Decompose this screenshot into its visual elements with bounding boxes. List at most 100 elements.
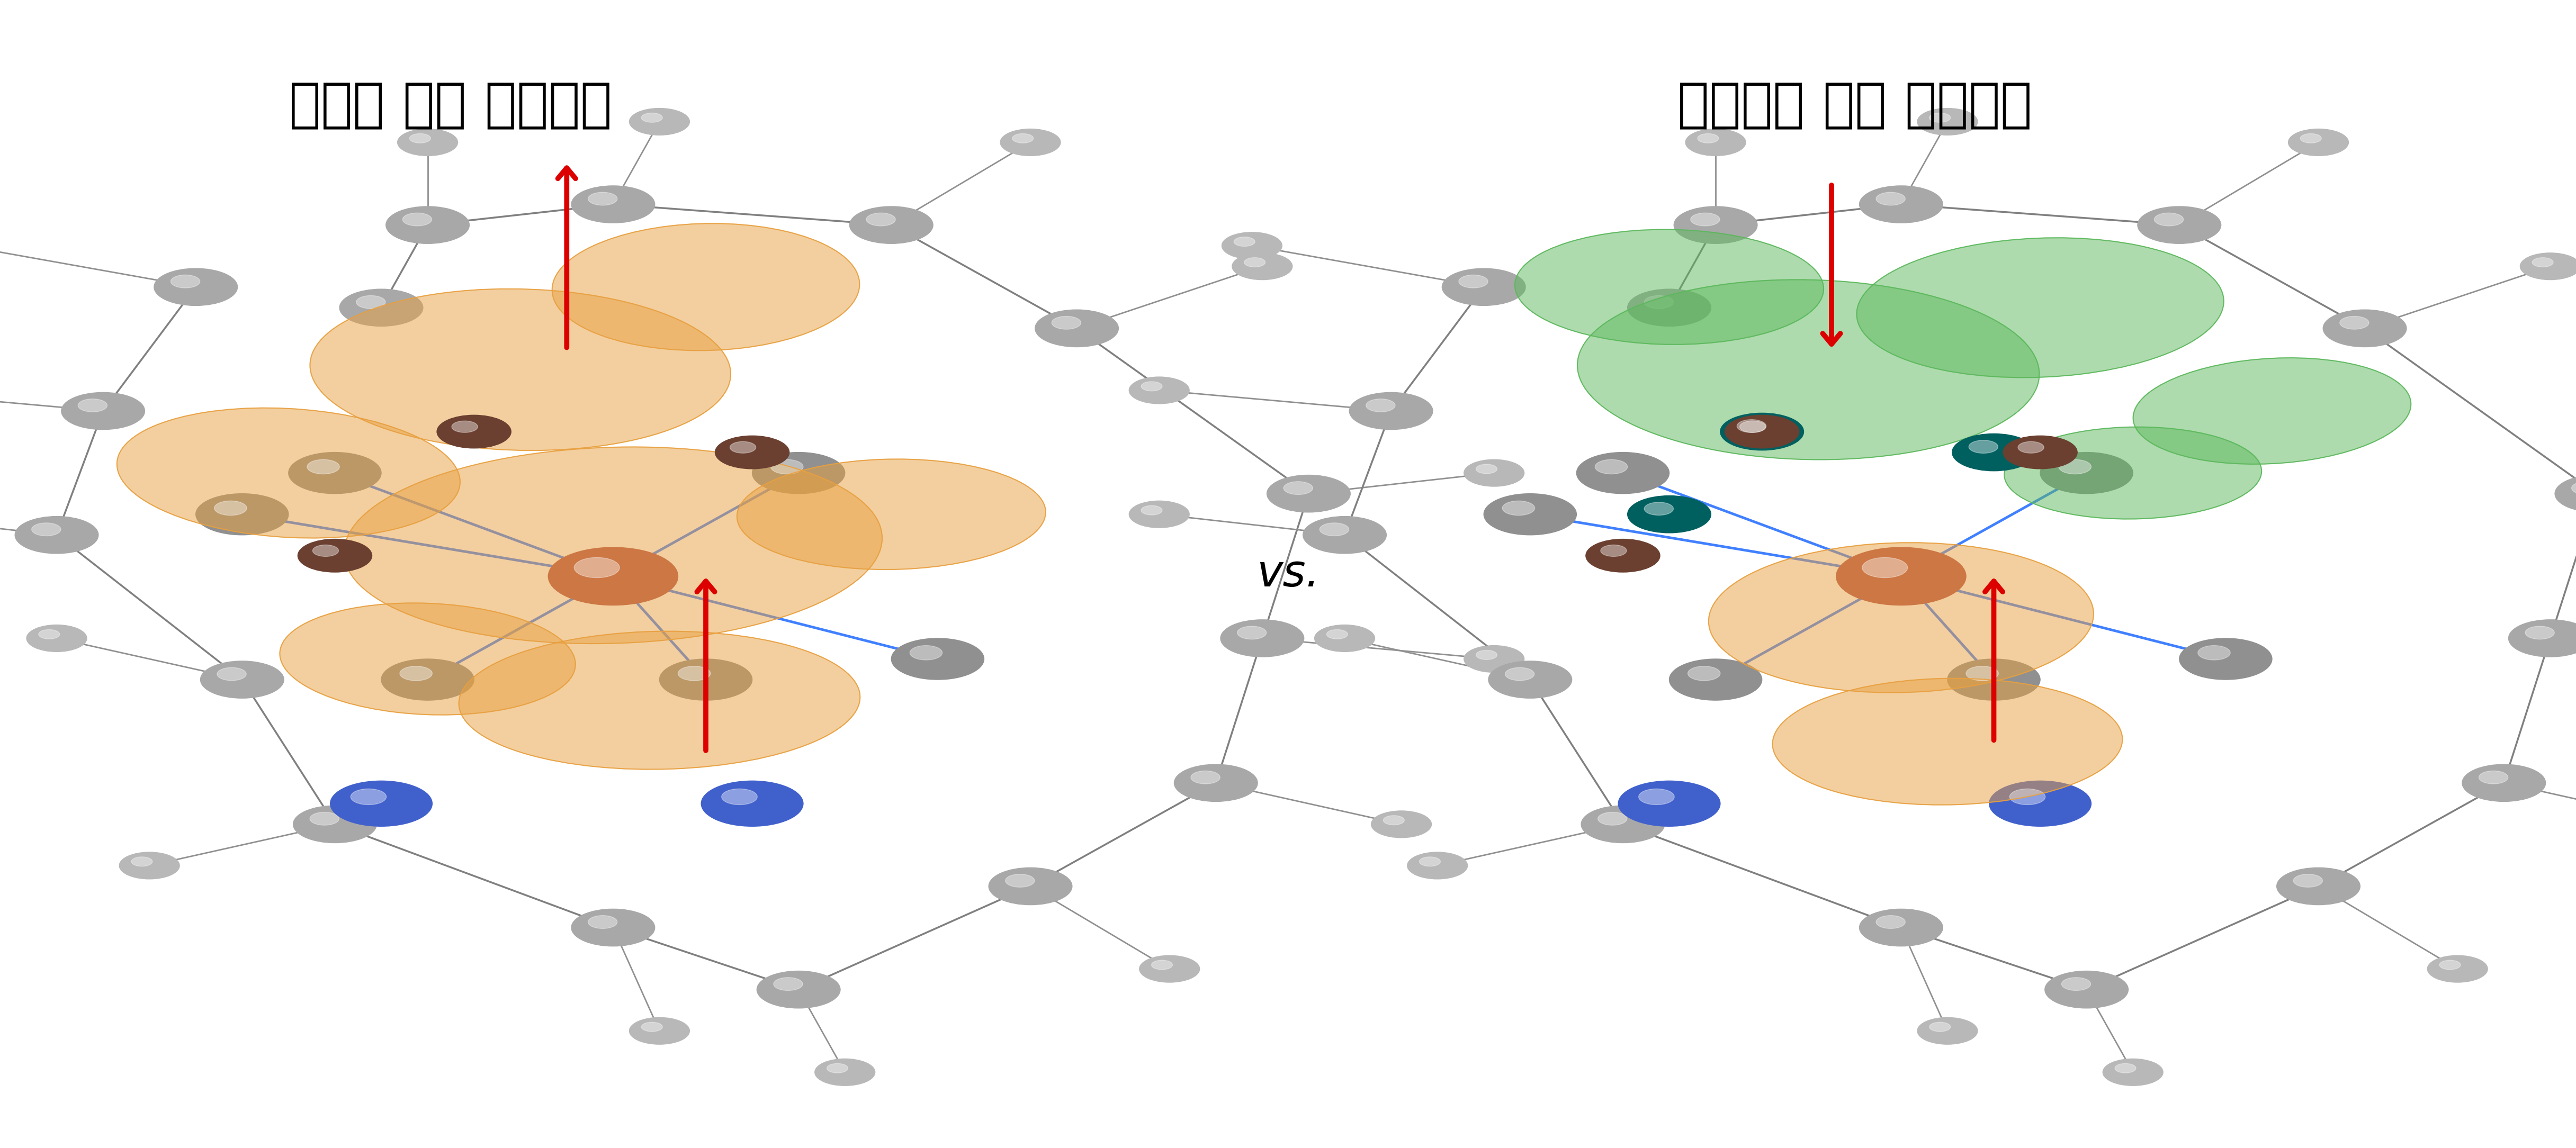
Circle shape — [1221, 232, 1283, 259]
Circle shape — [1327, 629, 1347, 639]
Circle shape — [2017, 442, 2043, 453]
Circle shape — [31, 522, 62, 536]
Circle shape — [1463, 459, 1525, 487]
Circle shape — [1141, 505, 1162, 515]
Circle shape — [1190, 770, 1221, 784]
Circle shape — [62, 393, 144, 429]
Ellipse shape — [281, 603, 574, 715]
Ellipse shape — [116, 408, 461, 538]
Circle shape — [659, 659, 752, 700]
Ellipse shape — [459, 631, 860, 769]
Circle shape — [381, 659, 474, 700]
Circle shape — [2571, 481, 2576, 495]
Circle shape — [1721, 413, 1803, 450]
Circle shape — [814, 1058, 876, 1086]
Circle shape — [2300, 133, 2321, 144]
Ellipse shape — [551, 224, 860, 350]
Circle shape — [451, 421, 477, 433]
Circle shape — [641, 113, 662, 123]
Circle shape — [1687, 666, 1721, 681]
Circle shape — [999, 129, 1061, 156]
Circle shape — [1862, 558, 1909, 577]
Circle shape — [587, 915, 618, 929]
Circle shape — [1643, 295, 1674, 309]
Circle shape — [1005, 874, 1036, 887]
Circle shape — [757, 971, 840, 1008]
Circle shape — [214, 501, 247, 515]
Circle shape — [1953, 434, 2035, 471]
Circle shape — [1929, 1022, 1950, 1032]
Circle shape — [1628, 289, 1710, 326]
Circle shape — [1643, 502, 1674, 515]
Circle shape — [2532, 257, 2553, 267]
Circle shape — [1443, 269, 1525, 305]
Circle shape — [1860, 186, 1942, 223]
Circle shape — [309, 812, 340, 825]
Circle shape — [355, 295, 386, 309]
Circle shape — [866, 212, 896, 226]
Ellipse shape — [737, 459, 1046, 569]
Ellipse shape — [2004, 427, 2262, 519]
Circle shape — [201, 661, 283, 698]
Ellipse shape — [309, 289, 732, 450]
Circle shape — [2102, 1058, 2164, 1086]
Text: vs.: vs. — [1257, 552, 1319, 596]
Circle shape — [1036, 310, 1118, 347]
Circle shape — [773, 977, 804, 991]
Circle shape — [1234, 236, 1255, 247]
Circle shape — [1837, 548, 1965, 605]
Circle shape — [1141, 381, 1162, 391]
Circle shape — [701, 781, 804, 827]
Circle shape — [77, 398, 108, 412]
Circle shape — [2009, 789, 2045, 805]
Circle shape — [438, 416, 510, 448]
Circle shape — [677, 666, 711, 681]
Circle shape — [170, 274, 201, 288]
Circle shape — [729, 442, 755, 453]
Circle shape — [1314, 625, 1376, 652]
Circle shape — [572, 186, 654, 223]
Circle shape — [39, 629, 59, 639]
Circle shape — [1283, 481, 1314, 495]
Circle shape — [1736, 419, 1767, 433]
Circle shape — [1476, 464, 1497, 474]
Circle shape — [1502, 501, 1535, 515]
Circle shape — [2509, 620, 2576, 657]
Circle shape — [1012, 133, 1033, 144]
Circle shape — [350, 789, 386, 805]
Circle shape — [1929, 113, 1950, 123]
Circle shape — [386, 207, 469, 243]
Circle shape — [1151, 960, 1172, 970]
Circle shape — [1267, 475, 1350, 512]
Circle shape — [1303, 517, 1386, 553]
Circle shape — [989, 868, 1072, 905]
Circle shape — [1175, 765, 1257, 801]
Circle shape — [2277, 868, 2360, 905]
Circle shape — [1139, 955, 1200, 983]
Circle shape — [2339, 316, 2370, 329]
Circle shape — [15, 517, 98, 553]
Circle shape — [1244, 257, 1265, 267]
Circle shape — [1406, 852, 1468, 879]
Circle shape — [289, 452, 381, 494]
Circle shape — [1674, 207, 1757, 243]
Ellipse shape — [1772, 678, 2123, 805]
Circle shape — [2324, 310, 2406, 347]
Circle shape — [1476, 650, 1497, 660]
Circle shape — [118, 852, 180, 879]
Circle shape — [572, 909, 654, 946]
Circle shape — [196, 494, 289, 535]
Circle shape — [2427, 955, 2488, 983]
Circle shape — [155, 269, 237, 305]
Circle shape — [629, 1017, 690, 1045]
Ellipse shape — [345, 447, 881, 644]
Circle shape — [1965, 666, 1999, 681]
Circle shape — [1484, 494, 1577, 535]
Circle shape — [2061, 977, 2092, 991]
Circle shape — [1365, 398, 1396, 412]
Circle shape — [1669, 659, 1762, 700]
Circle shape — [307, 459, 340, 474]
Ellipse shape — [1577, 280, 2040, 459]
Circle shape — [1370, 810, 1432, 838]
Circle shape — [1350, 393, 1432, 429]
